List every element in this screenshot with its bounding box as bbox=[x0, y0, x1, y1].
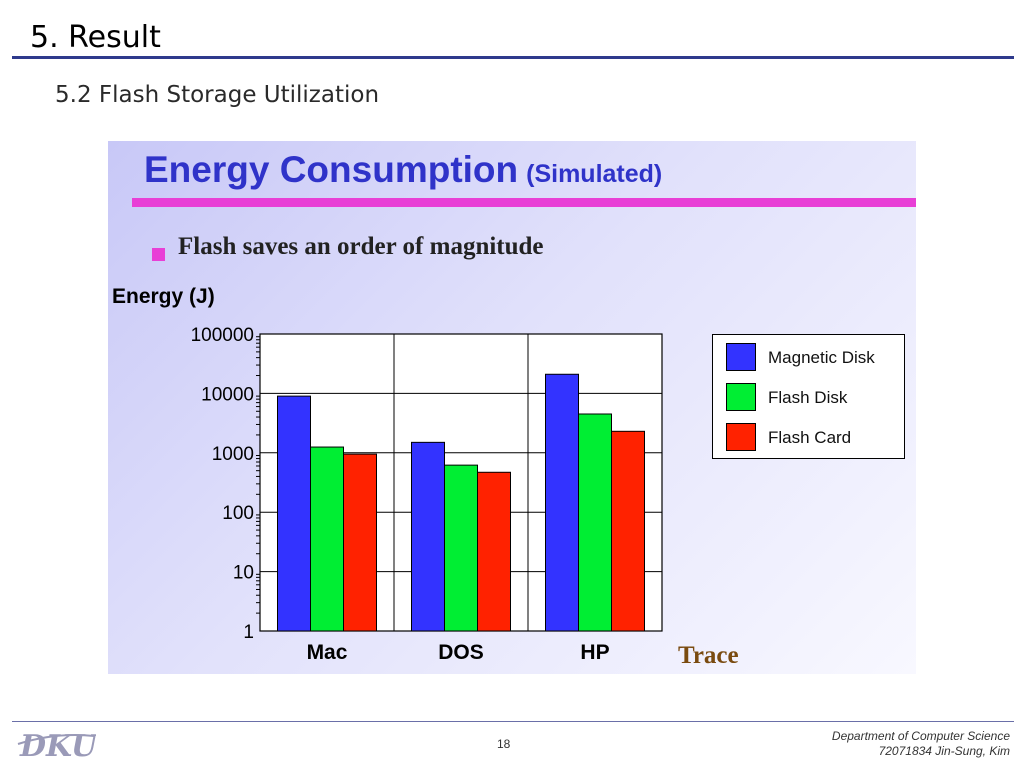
y-tick-label: 100 bbox=[222, 503, 254, 524]
x-axis-label: Trace bbox=[678, 642, 739, 669]
slide-subtitle: 5.2 Flash Storage Utilization bbox=[55, 82, 380, 108]
legend-swatch-magnetic-disk bbox=[726, 343, 756, 371]
legend-item-magnetic-disk: Magnetic Disk bbox=[726, 343, 896, 371]
y-tick-label: 1000 bbox=[212, 444, 254, 465]
panel-rule bbox=[132, 198, 916, 207]
slide-title: 5. Result bbox=[30, 20, 161, 55]
footer-author: 72071834 Jin-Sung, Kim bbox=[878, 744, 1010, 758]
bullet-text: Flash saves an order of magnitude bbox=[178, 233, 544, 260]
bar-flash-disk-mac bbox=[310, 446, 344, 632]
footer-credits: Department of Computer Science 72071834 … bbox=[832, 729, 1010, 759]
panel-title-main: Energy Consumption bbox=[144, 149, 519, 190]
legend-label: Flash Disk bbox=[768, 388, 848, 407]
x-tick-label: HP bbox=[580, 641, 609, 664]
bar-magnetic-disk-dos bbox=[411, 441, 445, 632]
chart-legend: Magnetic Disk Flash Disk Flash Card bbox=[712, 334, 905, 459]
energy-bar-chart: 100000 10000 1000 100 10 1 Mac DOS HP Energy (J) T… bbox=[112, 285, 739, 669]
bar-flash-disk-dos bbox=[444, 464, 478, 632]
legend-item-flash-disk: Flash Disk bbox=[726, 383, 896, 411]
panel-title: Energy Consumption (Simulated) bbox=[144, 149, 662, 191]
footer-rule bbox=[12, 721, 1014, 722]
legend-swatch-flash-disk bbox=[726, 383, 756, 411]
bar-magnetic-disk-mac bbox=[277, 395, 311, 632]
y-tick-label: 1 bbox=[243, 622, 254, 643]
legend-item-flash-card: Flash Card bbox=[726, 423, 896, 451]
x-tick-label: Mac bbox=[307, 641, 348, 664]
x-tick-label: DOS bbox=[438, 641, 484, 664]
bar-flash-card-hp bbox=[611, 430, 645, 632]
logo-text: DKU bbox=[19, 729, 96, 762]
legend-label: Flash Card bbox=[768, 428, 852, 447]
bar-magnetic-disk-hp bbox=[545, 373, 579, 632]
y-tick-label: 10000 bbox=[201, 384, 254, 405]
y-axis-label: Energy (J) bbox=[112, 285, 215, 308]
y-tick-label: 100000 bbox=[191, 325, 254, 346]
legend-swatch-flash-card bbox=[726, 423, 756, 451]
dku-logo-icon: DKU bbox=[17, 729, 96, 762]
y-tick-label: 10 bbox=[233, 563, 254, 584]
bar-flash-disk-hp bbox=[578, 413, 612, 632]
panel-title-paren: (Simulated) bbox=[526, 160, 663, 188]
footer-dept: Department of Computer Science bbox=[831, 729, 1010, 743]
title-rule bbox=[12, 56, 1014, 59]
bar-flash-card-dos bbox=[477, 471, 511, 632]
legend-label: Magnetic Disk bbox=[768, 348, 875, 367]
bullet-square-icon bbox=[152, 248, 165, 261]
page-number: 18 bbox=[497, 737, 511, 751]
bar-flash-card-mac bbox=[343, 453, 377, 632]
